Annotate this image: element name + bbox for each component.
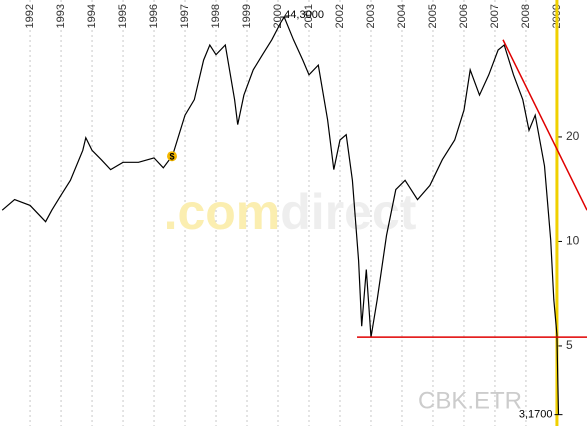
y-tick-label: 10 bbox=[566, 234, 580, 248]
x-tick-label: 1992 bbox=[24, 4, 36, 28]
x-tick-label: 1998 bbox=[210, 4, 222, 28]
x-tick-label: 1994 bbox=[86, 4, 98, 28]
symbol: CBK.ETR bbox=[418, 387, 522, 414]
x-tick-label: 2006 bbox=[458, 4, 470, 28]
x-tick-label: 2001 bbox=[303, 4, 315, 28]
annotation-label: 3,1700 bbox=[519, 409, 553, 421]
y-tick-label: 20 bbox=[566, 129, 580, 143]
x-tick-label: 2008 bbox=[520, 4, 532, 28]
x-tick-label: 2005 bbox=[427, 4, 439, 28]
x-tick-label: 1993 bbox=[55, 4, 67, 28]
x-tick-label: 1997 bbox=[179, 4, 191, 28]
x-tick-label: 2002 bbox=[334, 4, 346, 28]
watermark-com: .com bbox=[164, 184, 281, 240]
watermark-direct: direct bbox=[280, 184, 417, 240]
dividend-label: $ bbox=[170, 152, 175, 162]
x-tick-label: 2007 bbox=[489, 4, 501, 28]
x-tick-label: 1996 bbox=[148, 4, 160, 28]
x-tick-label: 2003 bbox=[365, 4, 377, 28]
x-tick-label: 1999 bbox=[241, 4, 253, 28]
x-tick-label: 2000 bbox=[272, 4, 284, 28]
annotation-label: 44,3000 bbox=[284, 9, 324, 21]
price-line bbox=[1, 15, 560, 415]
y-tick-label: 5 bbox=[566, 338, 573, 352]
trend-line bbox=[502, 39, 587, 211]
dividend-marker bbox=[167, 151, 178, 162]
x-tick-label: 2004 bbox=[396, 4, 408, 28]
x-tick-label: 1995 bbox=[117, 4, 129, 28]
watermark: .comdirect bbox=[164, 184, 417, 240]
